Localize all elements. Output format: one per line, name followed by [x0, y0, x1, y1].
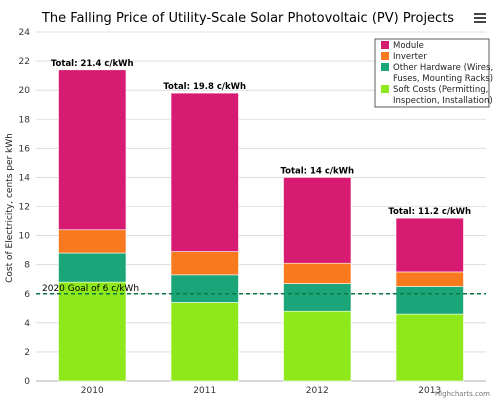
- legend-item[interactable]: Inverter: [381, 52, 427, 62]
- total-label: Total: 21.4 c/kWh: [51, 59, 134, 69]
- bars: [58, 69, 464, 382]
- y-axis-label: Cost of Electricity, cents per kWh: [5, 133, 15, 283]
- bar-segment-module[interactable]: [395, 217, 464, 273]
- total-label: Total: 19.8 c/kWh: [163, 82, 246, 92]
- legend-item[interactable]: Soft Costs (Permitting, Inspection, Insta…: [381, 85, 493, 106]
- x-axis-ticks: 2010 2011 2012 2013: [81, 386, 441, 396]
- y-tick-label: 0: [24, 377, 30, 387]
- legend-label: Inverter: [393, 52, 427, 62]
- x-tick-label: 2010: [81, 386, 104, 396]
- bar-segment-other[interactable]: [283, 283, 352, 312]
- x-tick-label: 2013: [418, 386, 441, 396]
- y-tick-label: 24: [19, 28, 31, 38]
- legend-item[interactable]: Module: [381, 41, 424, 51]
- y-tick-label: 8: [24, 261, 30, 271]
- bar-segment-module[interactable]: [283, 177, 352, 264]
- bar-segment-soft[interactable]: [395, 313, 464, 382]
- legend-swatch: [381, 41, 389, 49]
- bar-segment-soft[interactable]: [170, 302, 239, 382]
- bar-segment-soft[interactable]: [283, 310, 352, 382]
- legend-swatch: [381, 63, 389, 71]
- y-tick-label: 10: [19, 232, 31, 242]
- legend-swatch: [381, 85, 389, 93]
- y-tick-label: 6: [24, 290, 30, 300]
- legend-swatch: [381, 52, 389, 60]
- hamburger-menu-icon[interactable]: [474, 13, 486, 23]
- total-label: Total: 11.2 c/kWh: [388, 207, 471, 217]
- bar-segment-inverter[interactable]: [58, 229, 127, 254]
- credits-link[interactable]: Highcharts.com: [435, 390, 490, 398]
- y-tick-label: 16: [19, 144, 31, 154]
- bar-segment-inverter[interactable]: [283, 262, 352, 284]
- y-tick-label: 2: [24, 348, 30, 358]
- x-tick-label: 2011: [193, 386, 216, 396]
- legend-label: Other Hardware (Wires, Fuses, Mounting Ra…: [393, 63, 493, 84]
- y-tick-label: 14: [19, 173, 31, 183]
- bar-segment-module[interactable]: [58, 69, 127, 231]
- chart-title: The Falling Price of Utility-Scale Solar…: [41, 11, 454, 26]
- bar-segment-soft[interactable]: [58, 281, 127, 382]
- y-tick-label: 20: [19, 86, 31, 96]
- bar-segment-inverter[interactable]: [170, 251, 239, 276]
- bar-segment-other[interactable]: [58, 252, 127, 283]
- bar-segment-other[interactable]: [395, 286, 464, 315]
- total-label: Total: 14 c/kWh: [280, 166, 354, 176]
- x-tick-label: 2012: [306, 386, 329, 396]
- y-tick-label: 18: [19, 115, 31, 125]
- bar-segment-inverter[interactable]: [395, 271, 464, 287]
- bar-segment-other[interactable]: [170, 274, 239, 303]
- legend-label: Module: [393, 41, 424, 51]
- legend-box: [374, 38, 490, 108]
- legend-item[interactable]: Other Hardware (Wires, Fuses, Mounting Ra…: [381, 63, 493, 84]
- bar-segment-module[interactable]: [170, 92, 239, 252]
- y-tick-label: 12: [19, 203, 30, 213]
- y-tick-label: 4: [24, 319, 30, 329]
- legend-label: Soft Costs (Permitting, Inspection, Insta…: [393, 85, 493, 106]
- total-labels: Total: 21.4 c/kWh Total: 19.8 c/kWh Total:…: [51, 59, 471, 217]
- y-tick-label: 22: [19, 57, 30, 67]
- goal-label: 2020 Goal of 6 c/kWh: [42, 284, 139, 294]
